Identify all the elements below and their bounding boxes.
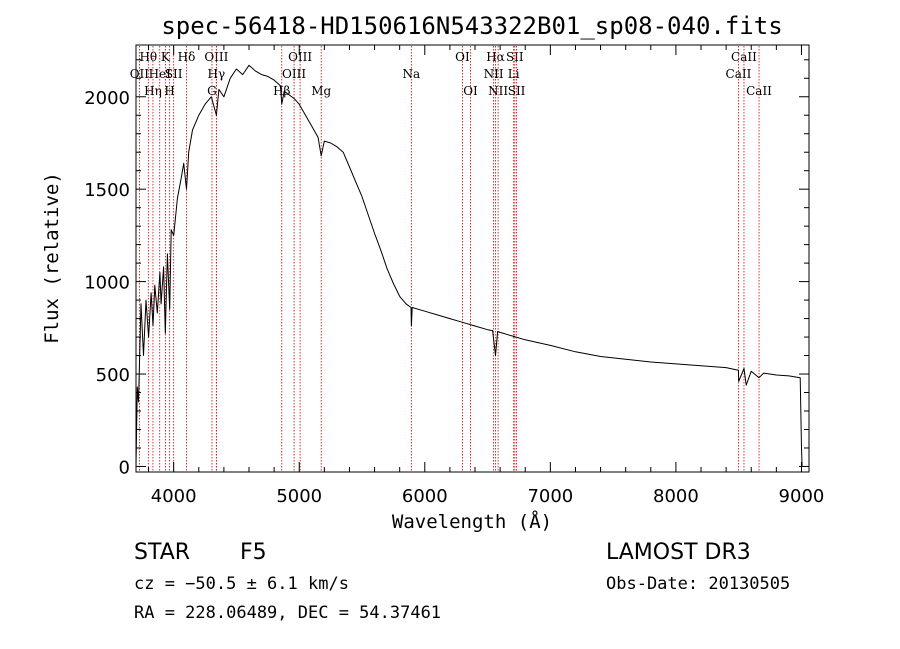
- line-label-11: Hβ: [273, 84, 290, 98]
- redshift-readout: cz = −50.5 ± 6.1 km/s: [134, 574, 349, 594]
- line-label-12: OIII: [288, 50, 312, 64]
- x-axis-label: Wavelength (Å): [392, 510, 552, 533]
- line-label-8: OIII: [204, 50, 228, 64]
- object-class: STAR: [134, 540, 191, 565]
- line-label-26: CaII: [746, 84, 772, 98]
- line-label-21: SII: [506, 50, 524, 64]
- line-label-13: OIII: [282, 67, 306, 81]
- line-label-19: NII: [484, 67, 504, 81]
- plot-frame: [135, 44, 810, 473]
- line-label-4: K: [161, 50, 171, 64]
- line-label-7: Hδ: [178, 50, 196, 64]
- line-label-9: Hγ: [208, 67, 226, 81]
- line-label-18: Hα: [486, 50, 505, 64]
- line-label-25: CaII: [726, 67, 752, 81]
- y-tick-label-2: 1000: [84, 273, 130, 294]
- x-tick-label-1: 5000: [276, 486, 322, 507]
- x-tick-label-4: 8000: [653, 486, 699, 507]
- line-label-14: Mg: [311, 84, 331, 98]
- line-label-6: H: [164, 84, 174, 98]
- line-label-23: SII: [508, 84, 526, 98]
- y-tick-label-0: 0: [119, 457, 130, 478]
- y-tick-label-1: 500: [96, 365, 130, 386]
- line-label-15: Na: [403, 67, 421, 81]
- line-label-24: CaII: [731, 50, 757, 64]
- chart-title: spec-56418-HD150616N543322B01_sp08-040.f…: [161, 12, 782, 40]
- y-axis: 0 500 1000 1500 2000: [84, 59, 809, 478]
- line-label-1: OII: [130, 67, 150, 81]
- y-tick-label-3: 1500: [84, 180, 130, 201]
- x-axis: 4000 5000 6000 7000 8000 9000: [148, 45, 825, 507]
- y-tick-label-4: 2000: [84, 88, 130, 109]
- spectrum-series: [135, 64, 803, 467]
- x-tick-label-0: 4000: [151, 486, 197, 507]
- spectrum-line: [135, 64, 803, 467]
- survey-name: LAMOST DR3: [606, 540, 751, 565]
- line-label-5: SII: [165, 67, 183, 81]
- line-label-22: Li: [508, 67, 520, 81]
- x-tick-label-2: 6000: [402, 486, 448, 507]
- line-label-16: OI: [455, 50, 470, 64]
- y-axis-label: Flux (relative): [41, 172, 63, 344]
- x-tick-label-5: 9000: [779, 486, 825, 507]
- x-tick-label-3: 7000: [527, 486, 573, 507]
- subclass: F5: [240, 540, 267, 565]
- line-label-20: NII: [488, 84, 508, 98]
- line-label-2: Hη: [144, 84, 162, 98]
- line-label-17: OI: [463, 84, 478, 98]
- line-label-10: G: [207, 84, 217, 98]
- observation-date: Obs-Date: 20130505: [606, 574, 791, 594]
- coordinates-readout: RA = 228.06489, DEC = 54.37461: [134, 603, 442, 623]
- line-label-0: Hθ: [139, 50, 157, 64]
